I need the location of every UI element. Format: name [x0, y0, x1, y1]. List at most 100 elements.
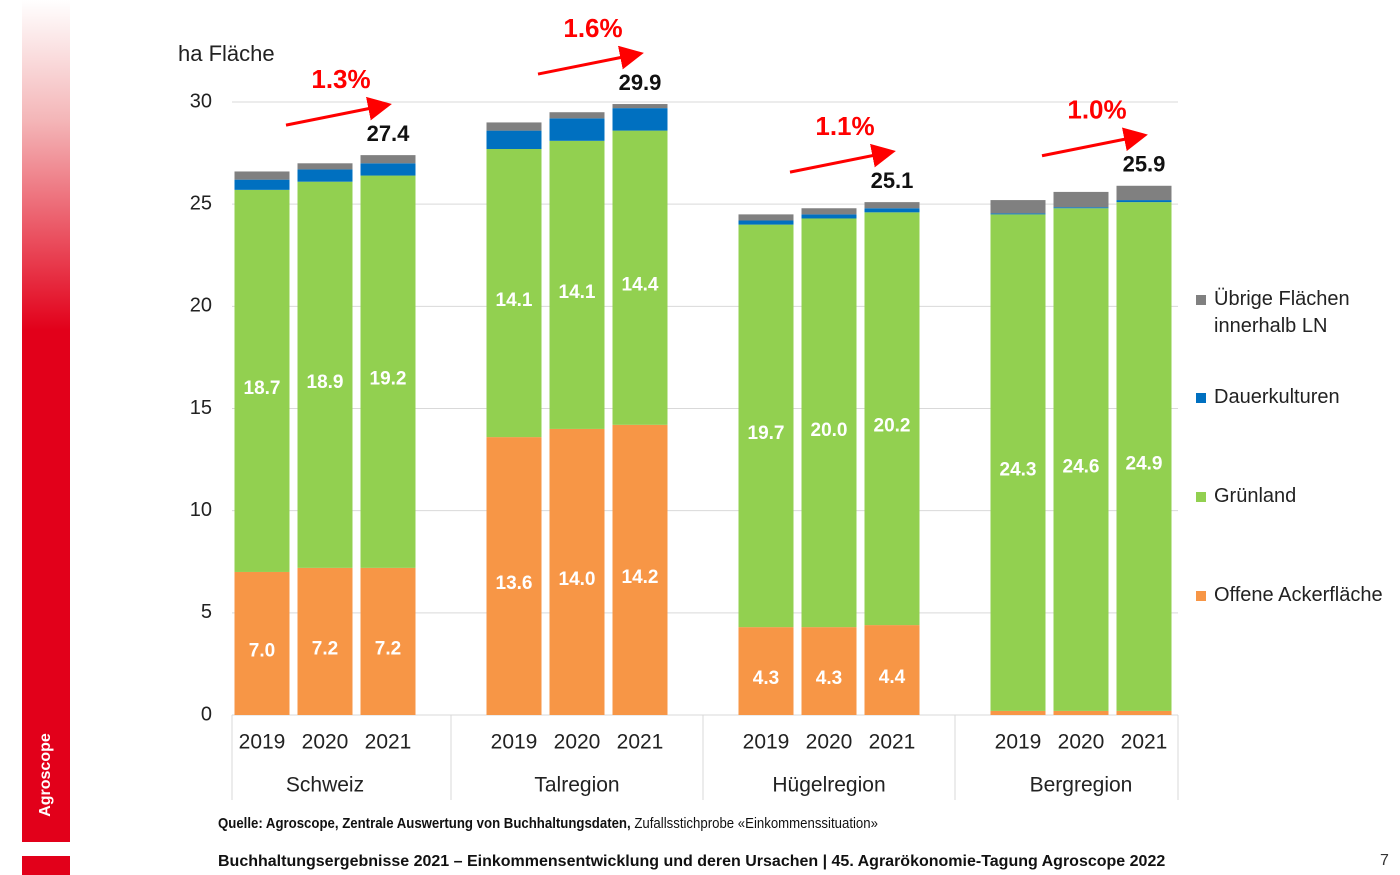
data-label: 14.1 — [496, 290, 533, 311]
growth-label: 1.6% — [563, 13, 622, 43]
bar-segment — [1116, 200, 1172, 203]
bar-segment — [738, 627, 794, 715]
growth-arrow — [789, 143, 896, 174]
data-label: 19.7 — [748, 423, 785, 444]
bar-segment — [549, 428, 605, 715]
data-label: 7.2 — [312, 638, 338, 659]
growth-label: 1.0% — [1067, 95, 1126, 125]
bar-segment — [234, 189, 290, 572]
side-bar — [22, 0, 70, 842]
bar-segment — [234, 171, 290, 180]
data-label: 4.3 — [753, 668, 779, 689]
bar-segment — [297, 169, 353, 182]
bar-segment — [1053, 208, 1109, 711]
bar-segment — [864, 212, 920, 626]
bar-segment — [738, 224, 794, 628]
bar-segment — [612, 104, 668, 109]
data-label: 14.4 — [622, 275, 659, 296]
bar-segment — [297, 567, 353, 715]
growth-label: 1.1% — [815, 111, 874, 141]
bar-segment — [549, 112, 605, 119]
bar-segment — [612, 130, 668, 425]
y-tick-label: 10 — [190, 499, 212, 521]
x-tick-label: 2019 — [743, 731, 790, 754]
legend-swatch — [1196, 393, 1206, 403]
bar-segment — [801, 208, 857, 215]
bar-segment — [864, 208, 920, 213]
bar-segment — [738, 214, 794, 221]
bar-segment — [612, 424, 668, 715]
legend-swatch — [1196, 295, 1206, 305]
bar-segment — [990, 200, 1046, 214]
x-tick-label: 2019 — [239, 731, 286, 754]
y-tick-label: 15 — [190, 397, 212, 419]
data-label: 24.6 — [1063, 457, 1100, 478]
x-tick-label: 2021 — [1121, 731, 1168, 754]
data-label: 20.2 — [874, 416, 911, 437]
legend-label: Übrige Flächen innerhalb LN — [1214, 288, 1350, 337]
group-label: Schweiz — [286, 774, 364, 797]
bar-segment — [1053, 207, 1109, 209]
legend-label: Offene Ackerfläche — [1214, 584, 1383, 606]
legend-swatch — [1196, 591, 1206, 601]
bar-segment — [549, 140, 605, 429]
data-label: 4.3 — [816, 668, 842, 689]
bar-segment — [486, 130, 542, 149]
data-label: 7.2 — [375, 638, 401, 659]
group-label: Talregion — [534, 774, 619, 797]
data-label: 24.3 — [1000, 460, 1037, 481]
data-label: 7.0 — [249, 640, 275, 661]
data-label: 19.2 — [370, 369, 407, 390]
bar-segment — [864, 625, 920, 715]
bar-segment — [360, 155, 416, 164]
bar-segment — [1116, 710, 1172, 715]
bar-segment — [486, 437, 542, 715]
x-tick-label: 2021 — [617, 731, 664, 754]
group-label: Hügelregion — [772, 774, 885, 797]
bar-segment — [801, 218, 857, 628]
page-number: 7 — [1380, 852, 1389, 869]
legend-swatch — [1196, 492, 1206, 502]
y-tick-label: 30 — [190, 90, 212, 112]
total-label: 25.1 — [871, 168, 914, 193]
bar-segment — [1116, 185, 1172, 201]
bar-segment — [738, 220, 794, 225]
total-label: 25.9 — [1123, 152, 1166, 177]
bar-segment — [234, 571, 290, 715]
bar-segment — [1053, 710, 1109, 715]
bar-segment — [990, 214, 1046, 711]
bar-segment — [486, 148, 542, 438]
x-tick-label: 2019 — [995, 731, 1042, 754]
group-label: Bergregion — [1030, 774, 1133, 797]
x-tick-label: 2020 — [806, 731, 853, 754]
bar-segment — [549, 118, 605, 141]
x-tick-label: 2020 — [302, 731, 349, 754]
footer: Buchhaltungsergebnisse 2021 – Einkommens… — [218, 853, 1166, 870]
bar-segment — [801, 627, 857, 715]
data-label: 24.9 — [1126, 454, 1163, 475]
source: Quelle: Agroscope, Zentrale Auswertung v… — [218, 815, 878, 832]
data-label: 4.4 — [879, 667, 906, 688]
x-tick-label: 2021 — [869, 731, 916, 754]
x-tick-label: 2019 — [491, 731, 538, 754]
y-tick-label: 0 — [201, 703, 212, 725]
legend-label: Grünland — [1214, 485, 1297, 507]
data-label: 14.2 — [622, 567, 659, 588]
bar-segment — [612, 108, 668, 131]
data-label: 13.6 — [496, 573, 533, 594]
bar-segment — [297, 163, 353, 170]
bar-segment — [990, 710, 1046, 715]
legend-label: Dauerkulturen — [1214, 386, 1340, 408]
source-bold: Quelle: Agroscope, Zentrale Auswertung v… — [218, 815, 631, 832]
total-label: 27.4 — [367, 121, 411, 146]
bar-segment — [360, 175, 416, 568]
bar-segment — [801, 214, 857, 219]
growth-arrow — [1041, 127, 1148, 158]
bar-segment — [234, 179, 290, 190]
bar-segment — [1053, 191, 1109, 208]
bar-segment — [360, 163, 416, 176]
data-label: 14.1 — [559, 282, 596, 303]
growth-arrow — [537, 45, 644, 76]
y-tick-label: 20 — [190, 295, 212, 317]
